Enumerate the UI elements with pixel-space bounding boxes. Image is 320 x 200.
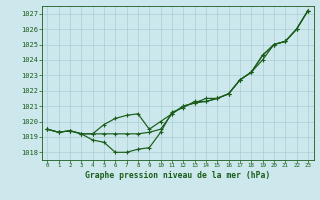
X-axis label: Graphe pression niveau de la mer (hPa): Graphe pression niveau de la mer (hPa) [85, 171, 270, 180]
